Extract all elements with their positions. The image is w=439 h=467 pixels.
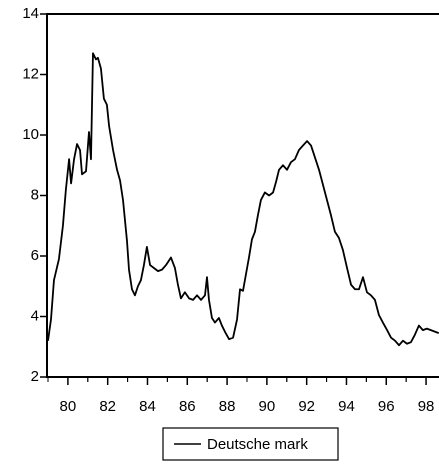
x-tick-label: 94 [338, 398, 355, 415]
y-tick-label: 14 [22, 5, 39, 22]
x-tick-label: 82 [99, 398, 116, 415]
legend-label: Deutsche mark [207, 436, 308, 453]
y-tick-label: 4 [31, 307, 39, 324]
x-tick-label: 86 [179, 398, 196, 415]
y-tick-label: 6 [31, 247, 39, 264]
y-tick-label: 8 [31, 186, 39, 203]
y-tick-label: 10 [22, 126, 39, 143]
x-tick-label: 90 [259, 398, 276, 415]
x-tick-label: 88 [219, 398, 236, 415]
x-tick-label: 92 [298, 398, 315, 415]
plot-frame [46, 13, 439, 378]
x-tick-label: 84 [139, 398, 156, 415]
x-tick-label: 96 [378, 398, 395, 415]
y-tick-label: 2 [31, 368, 39, 385]
x-tick-label: 80 [60, 398, 77, 415]
x-tick-label: 98 [418, 398, 435, 415]
data-line [47, 52, 439, 347]
y-tick-label: 12 [22, 65, 39, 82]
